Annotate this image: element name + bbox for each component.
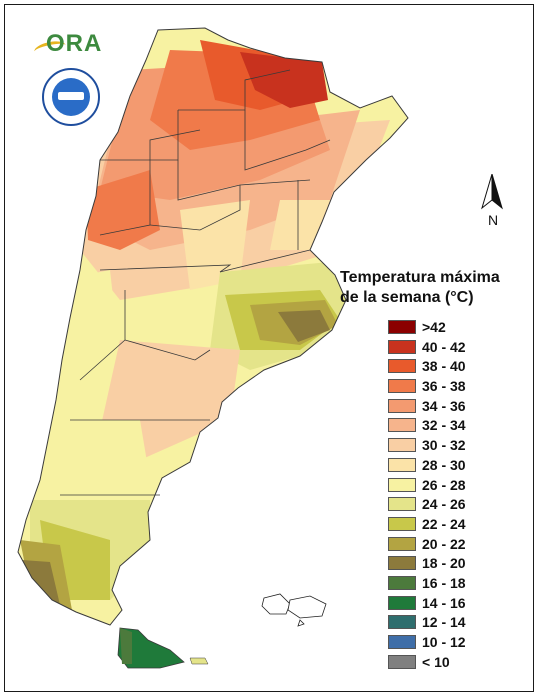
temperature-zones [20,40,390,610]
tierra-del-fuego [117,627,185,669]
legend-swatch [388,438,416,453]
legend-label: 12 - 14 [422,614,466,631]
legend-title-line1: Temperatura máxima [340,269,500,286]
zone-26-28-west [60,270,120,380]
legend-label: 14 - 16 [422,594,466,611]
tierra-del-fuego-west [120,628,132,664]
legend-label: 34 - 36 [422,397,466,414]
north-arrow-icon [481,173,503,210]
legend-label: 16 - 18 [422,574,466,591]
legend-swatch [388,516,416,531]
legend-label: 32 - 34 [422,417,466,434]
legend-label: 18 - 20 [422,555,466,572]
legend-label: 24 - 26 [422,496,466,513]
legend-swatch [388,595,416,610]
zone-28-30-center [180,200,250,290]
legend-swatch [388,398,416,413]
legend-label: < 10 [422,653,450,670]
zone-40-42 [240,52,328,108]
legend-swatch [388,654,416,669]
legend-swatch [388,635,416,649]
legend-swatch [388,536,416,551]
legend-swatch [388,359,416,374]
legend-label: 22 - 24 [422,515,466,532]
legend-swatch [388,339,416,354]
legend-label: 10 - 12 [422,634,466,650]
legend-label: >42 [422,319,446,335]
temperature-legend: Temperatura máxima de la semana (°C) >42… [340,268,530,670]
legend-swatch [388,320,416,334]
legend-swatch [388,418,416,433]
province-borders [17,27,409,626]
zone-18-20-pat [22,560,60,605]
north-label: N [488,212,499,228]
legend-label: 40 - 42 [422,338,466,355]
ora-logo-text: ORA [46,30,103,57]
smn-seal-icon [42,68,100,126]
legend-swatch [388,477,416,492]
islas-malvinas [261,593,327,627]
legend-label: 30 - 32 [422,437,466,454]
legend-swatch [388,615,416,630]
zone-nw-36-38 [86,170,160,250]
legend-label: 20 - 22 [422,535,466,552]
legend-swatch [388,556,416,571]
legend-title-line2: de la semana (°C) [340,289,474,306]
zone-18-20-ba [278,310,330,342]
ora-logo: ORA [32,28,106,64]
legend-label: 26 - 28 [422,476,466,493]
legend-swatch [388,497,416,512]
north-arrow: N [478,173,518,232]
legend-swatch [388,457,416,472]
legend-swatch [388,575,416,590]
isla-de-los-estados [189,657,209,665]
legend-label: 28 - 30 [422,456,466,473]
legend-label: 38 - 40 [422,358,466,375]
legend-label: 36 - 38 [422,378,466,395]
legend-swatch [388,379,416,394]
